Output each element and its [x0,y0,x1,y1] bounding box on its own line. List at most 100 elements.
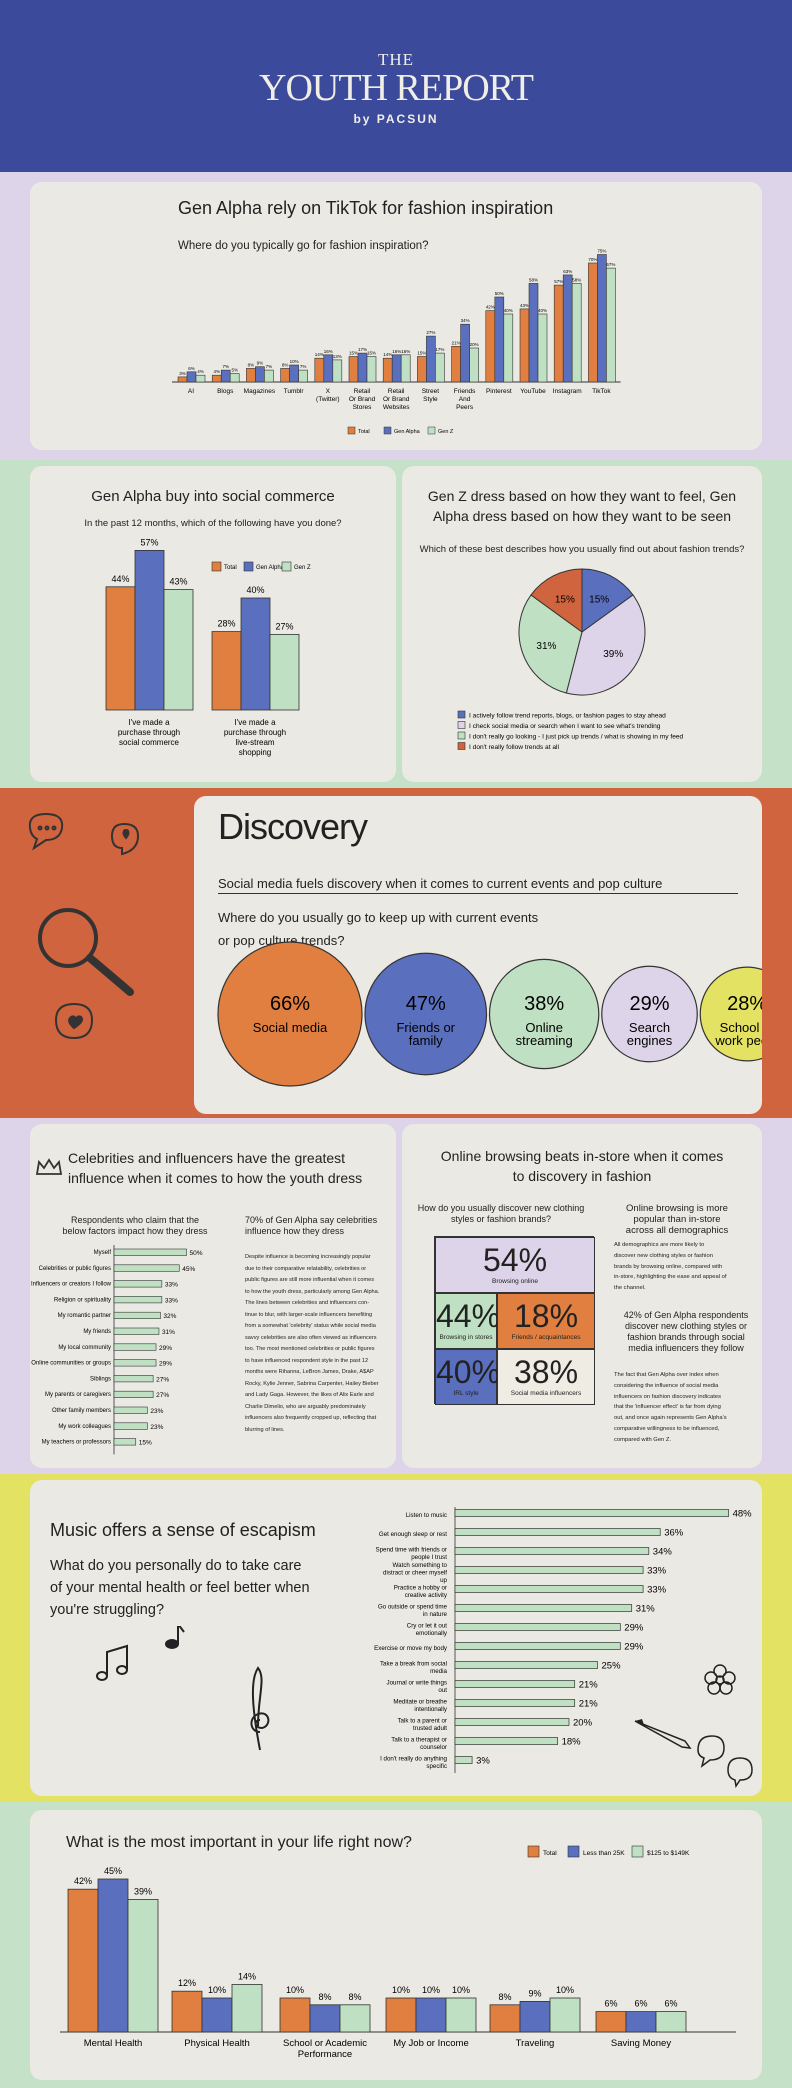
treemap-cell: 38% Social media influencers [497,1349,595,1405]
legend-swatch [527,1845,540,1858]
bar-value-label: 58% [572,277,581,282]
bar-value-label: 50% [190,1250,203,1257]
category-label: Pinterest [486,388,512,395]
category-label: counselor [420,1744,447,1751]
bar-value-label: 58% [529,277,538,282]
category-label: Blogs [217,388,234,395]
bar-value-label: 10% [290,359,299,364]
category-label: Websites [383,404,410,411]
category-label: YouTube [520,388,546,395]
bar-value-label: 40% [538,308,547,313]
bar-value-label: 14% [383,352,392,357]
category-label: Meditate or breathe [393,1699,447,1706]
category-label: Take a break from social [380,1661,447,1668]
bar-gen-z [503,313,514,383]
doodles [28,812,140,1040]
bubble [488,958,600,1070]
bar-value-label: 15% [417,351,426,356]
category-label: Myself [94,1250,112,1256]
bar-value-label: 7% [222,364,229,369]
slice-label: 15% [589,594,609,605]
bar [113,1438,137,1446]
text-line: out, and once again represents Gen Alpha… [614,1415,727,1422]
bar-gen-z [229,373,240,383]
bar [454,1718,570,1726]
bar-total [280,368,290,383]
inspiration-title: Gen Alpha rely on TikTok for fashion ins… [178,198,554,218]
bar-value-label: 20% [470,342,479,347]
category-label: trusted adult [413,1725,447,1732]
bar-value-label: 21% [579,1699,599,1710]
flower-chat-doodles [697,1664,753,1788]
bar-value-label: 33% [647,1585,667,1596]
bar [279,1997,311,2033]
bar-gen-alpha [289,364,299,383]
text-line: brands by browsing online, compared with [614,1263,723,1270]
category-label: Other family members [52,1408,111,1414]
escapism-question-1: What do you personally do to take care [50,1558,302,1574]
bar-value-label: 9% [257,361,264,366]
bar [454,1661,598,1669]
text-line: Charlie Dimelio, who are arguably predom… [245,1403,366,1410]
text-line: All demographics are more likely to [614,1242,705,1248]
category-label: Online communities or groups [31,1361,111,1367]
bar [625,2011,657,2033]
browsing-card: Online browsing beats in-store when it c… [402,1124,762,1468]
header-the: THE [377,50,415,69]
bar-value-label: 28% [217,619,235,629]
bar-value-label: 57% [554,279,563,284]
influencer-heading: 42% of Gen Alpha respondents discover new… [616,1310,756,1354]
category-label: Physical Health [184,2038,249,2049]
pie-slice [565,594,646,696]
bar-total [485,310,496,383]
text-line: comparative willingness to be influenced… [614,1425,720,1432]
header-banner: THE YOUTH REPORT by PACSUN [0,0,792,172]
commerce-title: Gen Alpha buy into social commerce [91,488,335,505]
pie-slice [530,568,583,633]
bar-value-label: 17% [435,347,444,352]
bar-gen-z [366,356,377,383]
bar [113,1327,160,1335]
bubble-value: 38% [524,993,564,1015]
legend-swatch [347,426,356,435]
mental-health-chart: Listen to music 48% Get enough sleep or re… [374,1507,752,1773]
bar [309,2004,341,2033]
discovery-question-1: Where do you usually go to keep up with … [218,910,539,925]
bar [445,1997,477,2033]
bar-total [382,357,393,383]
bubble [699,966,762,1062]
bar-value-label: 9% [528,1988,541,1998]
bar [113,1406,148,1414]
bar-gen-alpha [134,550,165,711]
treemap-cell: 44% Browsing in stores [435,1293,500,1349]
escapism-card: Music offers a sense of escapism What do… [30,1480,762,1796]
bar [113,1280,163,1288]
bar-value-label: 70% [588,257,597,262]
bar-gen-alpha [597,254,607,383]
bar [113,1296,163,1304]
category-label: I've made a [128,718,170,727]
bar [454,1642,621,1650]
bar-gen-z [298,369,308,383]
browsing-question-1: How do you usually discover new clothing [417,1203,585,1213]
bubble-value: 66% [270,993,310,1015]
legend-swatch [567,1845,580,1858]
bar-total [211,631,242,711]
bar-gen-z [571,283,582,383]
bar-value-label: 43% [169,577,187,587]
category-label: I've made a [234,718,276,727]
legend-label: I actively follow trend reports, blogs, … [469,713,666,720]
category-label: X [326,388,331,395]
bar [97,1878,129,2033]
bar [113,1248,187,1256]
category-label: I don't really do anything [380,1756,447,1763]
bar-value-label: 57% [140,537,158,547]
bar-gen-alpha [562,274,573,383]
category-label: Retail [354,388,371,395]
text-line: public figures are still more influentia… [245,1277,375,1283]
bar-gen-alpha [460,323,470,383]
text-line: influencers on fashion discovery indicat… [614,1393,721,1400]
bar-gen-z [435,352,445,383]
